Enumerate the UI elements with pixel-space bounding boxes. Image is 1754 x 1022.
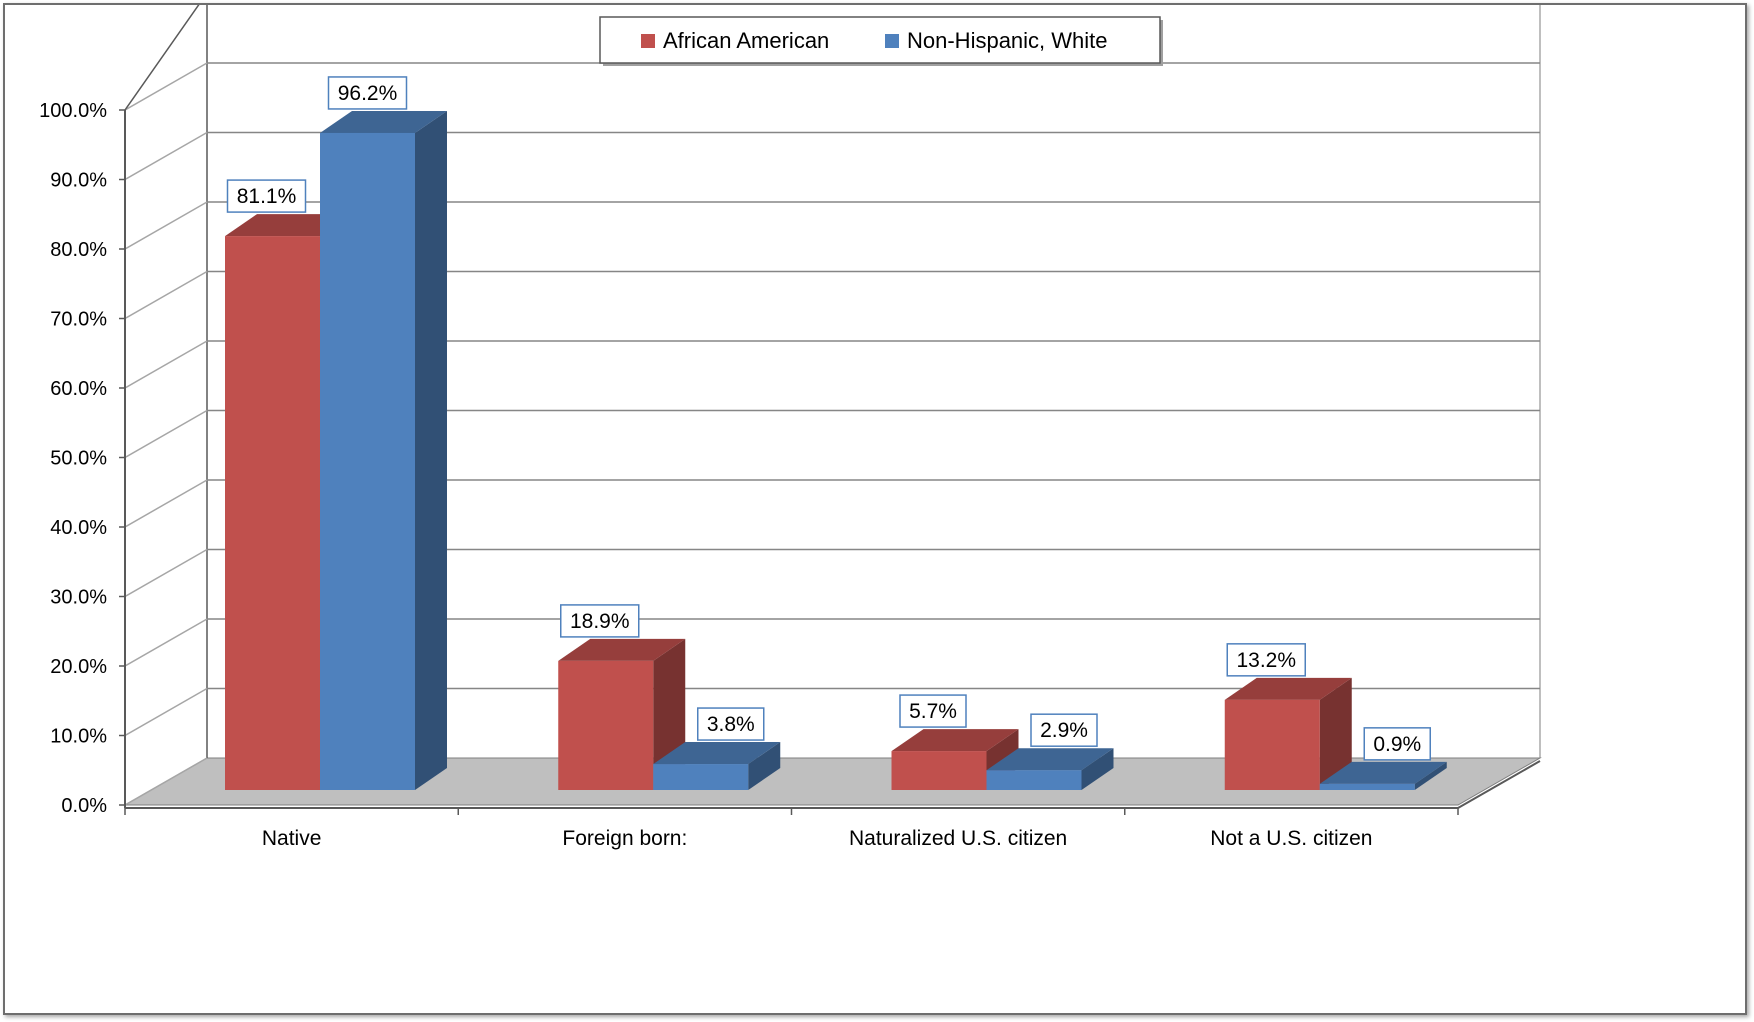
bar: [891, 751, 987, 790]
side-wall-line: [124, 479, 208, 528]
bar: [225, 236, 320, 790]
bar-top-face: [986, 748, 1114, 771]
bar-side-face: [415, 110, 447, 791]
data-labels: 81.1% 96.2% 18.9% 3.8% 5.7% 2.9% 13.2% 0.9%: [226, 76, 1431, 761]
legend-swatch: [885, 34, 899, 48]
data-label-box: [1226, 643, 1306, 677]
data-label-box: [1030, 713, 1098, 747]
legend: African American Non-Hispanic, White: [599, 16, 1163, 66]
side-wall-line: [124, 757, 208, 806]
bar: [1319, 783, 1415, 790]
data-label: 13.2%: [1236, 649, 1296, 672]
side-wall-line: [124, 270, 208, 320]
data-label-box: [226, 179, 307, 213]
data-label-box: [560, 604, 640, 638]
x-tick-label: Native: [262, 827, 322, 850]
y-tick-label: 80.0%: [50, 239, 107, 261]
data-label: 18.9%: [570, 610, 630, 633]
axes: 0.0% 10.0% 20.0% 30.0% 40.0% 50.0% 60.0% 70.0% 8…: [39, 0, 1459, 850]
y-tick-label: 60.0%: [50, 378, 107, 400]
data-label: 81.1%: [237, 185, 297, 208]
legend-label: African American: [663, 28, 829, 53]
y-tick-label: 50.0%: [50, 448, 107, 470]
y-tick-label: 20.0%: [50, 656, 107, 678]
x-tick-label: Not a U.S. citizen: [1210, 827, 1372, 850]
bar: [1224, 699, 1320, 790]
side-wall-line: [124, 201, 208, 250]
bar-top-face: [891, 729, 1019, 752]
data-label: 2.9%: [1040, 719, 1088, 742]
bar-side-face: [748, 742, 781, 790]
side-wall-line: [124, 618, 208, 667]
y-tick-label: 40.0%: [50, 517, 107, 539]
bar-side-face: [1319, 677, 1352, 790]
floor-right-edge: [1457, 760, 1541, 809]
y-tick-label: 100.0%: [39, 100, 107, 122]
data-label: 3.8%: [707, 713, 755, 736]
bar-top-face: [653, 742, 781, 765]
bar-side-face: [1081, 748, 1114, 790]
y-tick-label: 30.0%: [50, 587, 107, 609]
bar: [653, 764, 749, 790]
x-tick-label: Naturalized U.S. citizen: [849, 827, 1067, 850]
bar-side-face: [1414, 761, 1447, 790]
side-wall-line: [124, 548, 208, 598]
bar-top-face: [1319, 761, 1447, 784]
chart-back-wall: [206, 0, 1541, 758]
bar-top-face: [1224, 677, 1352, 700]
side-wall-line: [124, 409, 208, 459]
data-label: 0.9%: [1373, 733, 1421, 756]
side-wall-line: [124, 62, 208, 111]
y-tick-label: 10.0%: [50, 726, 107, 748]
bar: [558, 660, 654, 790]
legend-swatch: [641, 34, 655, 48]
bar-top-face: [558, 638, 686, 661]
side-wall-line: [124, 687, 208, 737]
y-axis-top-edge: [124, 0, 204, 111]
data-label-box: [697, 707, 765, 741]
data-label: 96.2%: [338, 82, 398, 105]
y-tick-label: 90.0%: [50, 170, 107, 192]
legend-label: Non-Hispanic, White: [907, 28, 1108, 53]
bar: [320, 132, 415, 791]
bar-top-face: [320, 110, 447, 133]
bars: [225, 110, 1447, 791]
y-tick-label: 0.0%: [61, 795, 107, 817]
side-wall-line: [124, 131, 208, 181]
chart-frame: 0.0% 10.0% 20.0% 30.0% 40.0% 50.0% 60.0% 70.0% 8…: [3, 0, 1747, 1015]
bar: [986, 770, 1082, 790]
data-label: 5.7%: [909, 700, 957, 723]
side-wall-line: [124, 340, 208, 389]
data-label-box: [327, 76, 408, 110]
bar-chart: 0.0% 10.0% 20.0% 30.0% 40.0% 50.0% 60.0% 70.0% 8…: [39, 0, 1542, 850]
y-tick-label: 70.0%: [50, 309, 107, 331]
data-label-box: [899, 694, 967, 728]
legend-box: [599, 16, 1161, 64]
data-label-box: [1363, 727, 1431, 761]
x-tick-label: Foreign born:: [562, 827, 687, 850]
